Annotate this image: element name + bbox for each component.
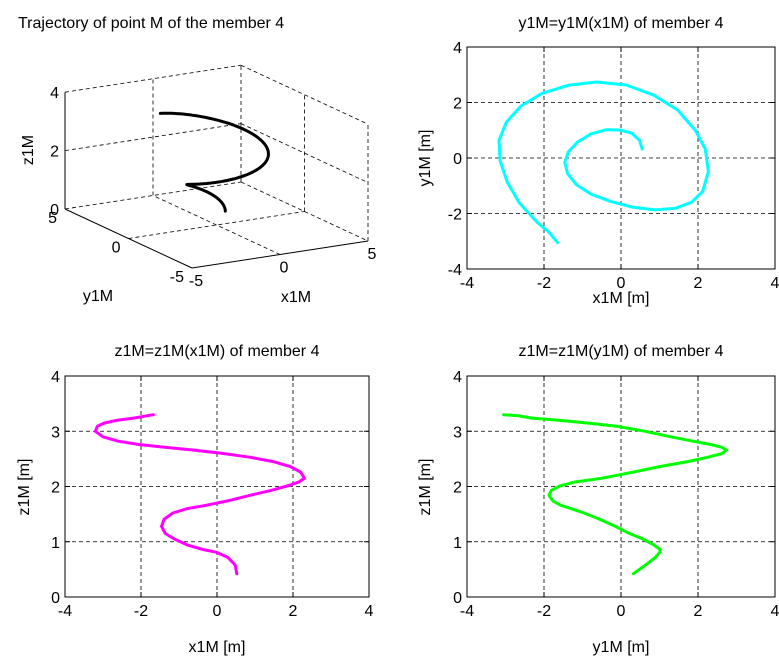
- y-tick-label: 3: [453, 424, 462, 441]
- x-tick-label: 0: [213, 603, 222, 620]
- y-tick-label: 1: [51, 535, 60, 552]
- x-tick-label: 0: [280, 260, 289, 277]
- x-tick-label: 2: [694, 603, 703, 620]
- x-tick-label: -4: [460, 603, 474, 620]
- x-tick-label: -5: [189, 273, 203, 290]
- chart-y-vs-x: y1M=y1M(x1M) of member 4 -4 -2 0 2 4-4-2024 …: [417, 15, 779, 307]
- x-tick-label: 5: [368, 246, 377, 263]
- y-tick-label: 1: [453, 535, 462, 552]
- x-tick-label: -4: [58, 603, 72, 620]
- y-tick-label: 4: [51, 369, 60, 386]
- series-line: [93, 413, 306, 576]
- y-axis-label: z1M [m]: [16, 459, 33, 516]
- y-axis-label: y1M: [83, 288, 113, 305]
- z-axis-label: z1M: [20, 135, 37, 165]
- x-axis-label: x1M: [281, 289, 311, 306]
- series-line: [497, 80, 710, 245]
- z-tick-label: 0: [50, 202, 59, 219]
- z-tick-label: 4: [50, 85, 59, 102]
- y-tick-label: 4: [453, 40, 462, 57]
- chart-z-vs-x: z1M=z1M(x1M) of member 4 -4 -2 0 2 4 0 1 2 3 4 x1…: [16, 343, 374, 656]
- trajectory-line: [158, 111, 270, 213]
- y-tick-label: 3: [51, 424, 60, 441]
- trajectory-series: [158, 111, 270, 213]
- y-tick-label: -4: [448, 262, 462, 279]
- chart-title: y1M=y1M(x1M) of member 4: [519, 15, 724, 32]
- y-tick-label: 2: [51, 480, 60, 497]
- x-tick-label: 2: [694, 275, 703, 292]
- y-tick-label: 0: [453, 151, 462, 168]
- series-line: [502, 413, 728, 576]
- x-axis-label: x1M [m]: [189, 639, 246, 656]
- x-tick-label: 4: [365, 603, 374, 620]
- y-tick-label: 5: [48, 210, 57, 227]
- chart-title: z1M=z1M(y1M) of member 4: [519, 343, 724, 360]
- chart-title: z1M=z1M(x1M) of member 4: [115, 343, 320, 360]
- box-edge: [240, 64, 369, 125]
- grid-line: [240, 123, 369, 183]
- x-tick-label: -2: [134, 603, 148, 620]
- y-axis-line: [64, 208, 193, 269]
- y-tick-label: 0: [453, 590, 462, 607]
- x-tick-label: 0: [617, 603, 626, 620]
- box-edge: [64, 64, 242, 93]
- y-tick-label: 4: [453, 369, 462, 386]
- x-axis-label: y1M [m]: [593, 639, 650, 656]
- x-tick-label: 4: [771, 275, 779, 292]
- x-tick-label: -2: [537, 603, 551, 620]
- x-axis-line: [191, 240, 369, 269]
- x-axis-label: x1M [m]: [593, 290, 650, 307]
- grid-line: [64, 123, 242, 151]
- grid-line: [128, 211, 305, 239]
- chart-3d-trajectory: Trajectory of point M of the member 4 0 2…: [18, 15, 377, 306]
- y-tick-label: 0: [112, 240, 121, 257]
- x-tick-label: -4: [460, 275, 474, 292]
- chart-z-vs-y: z1M=z1M(y1M) of member 4 -4 -2 0 2 4 0 1 2 3 4 y1…: [417, 343, 779, 656]
- y-tick-label: 2: [453, 96, 462, 113]
- y-tick-label: -5: [170, 269, 184, 286]
- y-tick-label: 0: [51, 590, 60, 607]
- grid-line: [152, 195, 281, 255]
- y-axis-label: y1M [m]: [417, 130, 434, 187]
- y-tick-label: 2: [453, 480, 462, 497]
- x-tick-label: 4: [771, 603, 779, 620]
- chart-title: Trajectory of point M of the member 4: [18, 15, 284, 32]
- y-axis-label: z1M [m]: [417, 459, 434, 516]
- box-edge: [64, 181, 242, 210]
- tick-labels: 024-505-505: [48, 85, 376, 290]
- y-tick-label: -2: [448, 207, 462, 224]
- axes-box: [64, 64, 369, 269]
- x-tick-label: -2: [537, 275, 551, 292]
- z-tick-label: 2: [50, 144, 59, 161]
- x-tick-label: 0: [617, 275, 626, 292]
- x-tick-label: 2: [289, 603, 298, 620]
